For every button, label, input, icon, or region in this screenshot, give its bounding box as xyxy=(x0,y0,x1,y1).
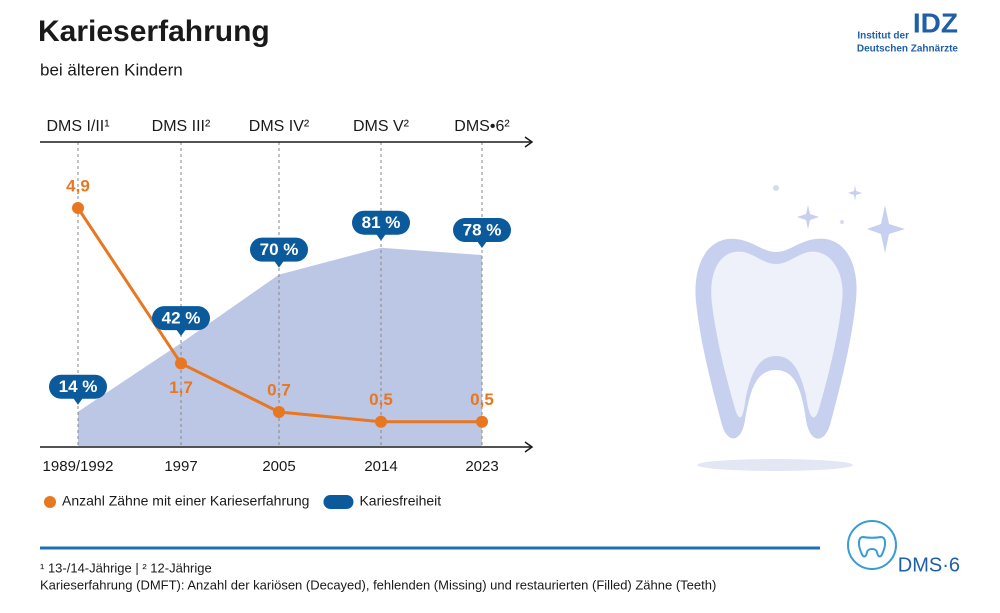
x-tick-label: 1989/1992 xyxy=(43,458,114,475)
value-label: 0,5 xyxy=(470,390,494,409)
badge-pointer xyxy=(176,329,186,337)
value-label: 4,9 xyxy=(66,176,90,195)
institute-mark: IDZ xyxy=(913,7,958,38)
legend-label: Kariesfreiheit xyxy=(359,493,441,509)
badge xyxy=(152,306,210,331)
badge xyxy=(49,374,107,399)
badge xyxy=(352,210,410,235)
x-tick-label: 2023 xyxy=(465,458,498,475)
badge xyxy=(250,237,308,262)
x-tick-label: 2014 xyxy=(364,458,397,475)
value-label: 42 % xyxy=(162,309,201,328)
top-axis-head xyxy=(524,136,534,148)
badge xyxy=(453,218,511,243)
point xyxy=(476,415,488,428)
survey-label: DMS•6² xyxy=(454,118,510,135)
footnote: ¹ 13-/14-Jährige | ² 12-Jährige xyxy=(40,560,212,575)
study-logo xyxy=(847,520,897,570)
footnote: Karieserfahrung (DMFT): Anzahl der kariö… xyxy=(40,577,716,592)
value-label: 14 % xyxy=(59,377,98,396)
x-axis-head xyxy=(524,441,534,453)
survey-label: DMS III² xyxy=(152,118,211,135)
chart-title: Karieserfahrung xyxy=(38,15,270,48)
point xyxy=(72,202,84,214)
study-mark: DMS·6 xyxy=(898,554,960,576)
institute-line: Institut der xyxy=(857,31,909,42)
x-tick-label: 2005 xyxy=(262,458,295,475)
legend-swatch xyxy=(323,495,354,509)
value-label: 78 % xyxy=(463,221,502,240)
badge-pointer xyxy=(274,260,284,268)
x-tick-label: 1997 xyxy=(164,458,197,475)
survey-label: DMS I/II¹ xyxy=(46,118,109,135)
point xyxy=(175,357,187,370)
badge-pointer xyxy=(477,241,487,249)
institute-line: Deutschen Zahnärzte xyxy=(857,44,959,55)
tooth-illustration xyxy=(695,185,905,471)
value-label: 0,7 xyxy=(267,380,291,399)
point xyxy=(273,406,285,418)
legend-swatch xyxy=(44,496,56,508)
legend-label: Anzahl Zähne mit einer Karieserfahrung xyxy=(62,493,309,509)
value-label: 0,5 xyxy=(369,390,393,409)
badge-pointer xyxy=(73,397,83,405)
survey-label: DMS V² xyxy=(353,118,410,135)
value-label: 1,7 xyxy=(169,378,193,397)
chart-subtitle: bei älteren Kindern xyxy=(40,60,183,79)
value-label: 70 % xyxy=(260,240,299,259)
point xyxy=(375,415,387,428)
survey-label: DMS IV² xyxy=(249,118,310,135)
value-label: 81 % xyxy=(362,213,401,232)
badge-pointer xyxy=(376,233,386,241)
